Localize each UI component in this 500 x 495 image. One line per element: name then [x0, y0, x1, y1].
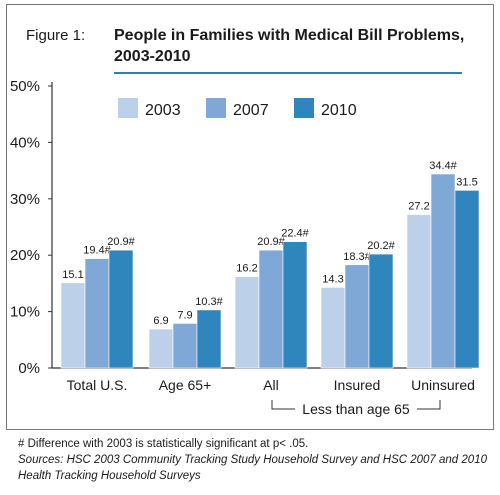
category-label: Age 65+	[159, 377, 212, 393]
data-label: 7.9	[177, 309, 192, 321]
y-tick-label: 50%	[10, 78, 40, 95]
sources-line-2: Health Tracking Household Surveys	[18, 470, 201, 482]
y-tick-label: 0%	[18, 360, 40, 377]
bar-2007	[172, 323, 198, 369]
category-label: Insured	[334, 377, 381, 393]
y-tick-label: 20%	[10, 247, 40, 264]
group-bracket-right	[417, 400, 441, 410]
bar-2010	[282, 241, 308, 369]
group-bracket-left	[271, 400, 295, 410]
category-label: All	[263, 377, 279, 393]
legend-swatch-2007	[206, 98, 226, 118]
bar-2007	[258, 249, 284, 369]
title-line-2: 2003-2010	[114, 48, 191, 65]
bar-2010	[196, 309, 222, 369]
bar-2007	[344, 264, 370, 369]
sources-line-1: Sources: HSC 2003 Community Tracking Stu…	[18, 454, 487, 466]
bar-2003	[320, 287, 346, 369]
y-tick-label: 10%	[10, 304, 40, 321]
data-label: 18.3#	[343, 251, 371, 263]
data-label: 27.2	[408, 201, 429, 213]
legend-swatch-2003	[118, 98, 138, 118]
figure-label: Figure 1:	[26, 27, 86, 44]
data-label: 20.2#	[367, 240, 395, 252]
y-tick-label: 30%	[10, 191, 40, 208]
bar-2003	[60, 282, 86, 369]
data-label: 10.3#	[195, 296, 223, 308]
data-label: 20.9#	[107, 236, 135, 248]
bar-2010	[368, 253, 394, 369]
bar-2010	[454, 190, 480, 369]
bar-chart: 0%10%20%30%40%50%15.119.4#20.9#Total U.S…	[10, 78, 480, 417]
bar-2007	[430, 173, 456, 369]
y-tick-label: 40%	[10, 134, 40, 151]
title-line-1: People in Families with Medical Bill Pro…	[114, 27, 465, 44]
footnotes: # Difference with 2003 is statistically …	[18, 436, 488, 484]
data-label: 34.4#	[429, 160, 457, 172]
category-label: Uninsured	[411, 377, 475, 393]
data-label: 14.3	[322, 273, 343, 285]
legend-label: 2003	[145, 102, 181, 119]
bar-2003	[234, 276, 260, 369]
category-label: Total U.S.	[67, 377, 128, 393]
data-label: 15.1	[62, 269, 83, 281]
data-label: 19.4#	[83, 245, 111, 257]
data-label: 31.5	[456, 176, 477, 188]
data-label: 6.9	[153, 315, 168, 327]
chart-title: People in Families with Medical Bill Pro…	[114, 25, 484, 67]
data-label: 22.4#	[281, 228, 309, 240]
data-label: 20.9#	[257, 236, 285, 248]
bar-2007	[84, 258, 110, 369]
significance-note: # Difference with 2003 is statistically …	[18, 438, 309, 450]
title-rule	[114, 72, 462, 74]
legend-swatch-2010	[294, 98, 314, 118]
bar-2003	[148, 328, 174, 369]
data-label: 16.2	[236, 263, 257, 275]
bar-2010	[108, 249, 134, 369]
bar-2003	[406, 214, 432, 369]
legend-label: 2007	[233, 102, 269, 119]
legend-label: 2010	[321, 102, 357, 119]
group-label: Less than age 65	[302, 401, 410, 417]
